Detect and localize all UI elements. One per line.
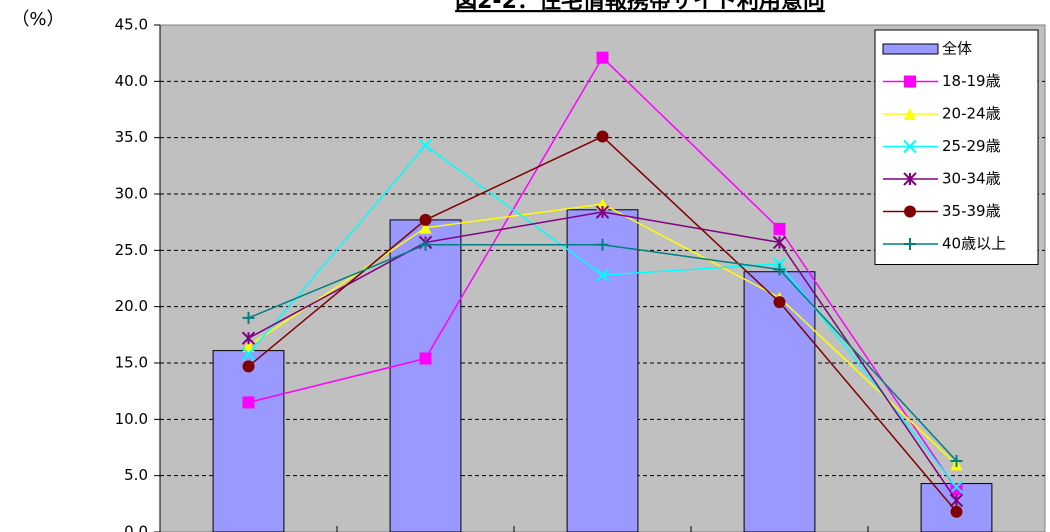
marker [419, 238, 432, 251]
marker [950, 455, 963, 468]
y-tick-label: 35.0 [115, 128, 148, 146]
marker [242, 360, 255, 373]
marker [419, 213, 432, 226]
marker [242, 311, 255, 324]
legend-marker [903, 172, 917, 186]
legend-marker [904, 108, 916, 120]
y-tick-label: 0.0 [124, 523, 148, 532]
marker [950, 505, 963, 518]
legend-label: 35-39歳 [942, 202, 1001, 220]
y-tick-label: 10.0 [115, 410, 148, 428]
marker [419, 221, 432, 234]
marker [596, 130, 609, 143]
legend-label: 25-29歳 [942, 137, 1001, 155]
marker [241, 331, 256, 345]
bar [743, 271, 816, 532]
marker [773, 263, 786, 276]
y-tick-label: 45.0 [115, 16, 148, 34]
chart-title: 図2-2：住宅情報携帯サイト利用意向 [455, 0, 825, 14]
marker [419, 352, 432, 365]
y-tick-label: 15.0 [115, 354, 148, 372]
marker [772, 235, 787, 250]
marker [596, 51, 609, 64]
marker [773, 222, 786, 235]
marker [595, 205, 610, 219]
y-axis-label: （%） [11, 9, 64, 30]
y-tick-label: 40.0 [115, 72, 148, 90]
legend-label: 40歳以上 [942, 235, 1006, 253]
legend-marker [904, 75, 916, 88]
marker [950, 483, 963, 496]
marker [242, 396, 255, 409]
y-tick-label: 25.0 [115, 241, 148, 259]
marker [596, 198, 609, 211]
marker [949, 493, 964, 508]
bar [212, 350, 285, 532]
marker [596, 238, 609, 251]
y-tick-label: 5.0 [124, 466, 148, 484]
legend-label: 20-24歳 [942, 105, 1001, 123]
legend-marker [904, 238, 916, 250]
marker [418, 138, 433, 153]
legend-label: 18-19歳 [942, 72, 1001, 90]
legend-marker [904, 205, 916, 218]
legend-label: 全体 [942, 40, 972, 58]
bar [389, 219, 462, 532]
legend-swatch [882, 43, 939, 55]
marker [773, 296, 786, 309]
marker [949, 480, 964, 494]
legend-marker [903, 139, 917, 154]
y-tick-label: 20.0 [115, 297, 148, 315]
legend-label: 30-34歳 [942, 170, 1001, 188]
marker [595, 268, 610, 282]
marker [242, 340, 255, 353]
marker [241, 347, 256, 361]
y-tick-label: 30.0 [115, 185, 148, 203]
bar [566, 209, 639, 532]
